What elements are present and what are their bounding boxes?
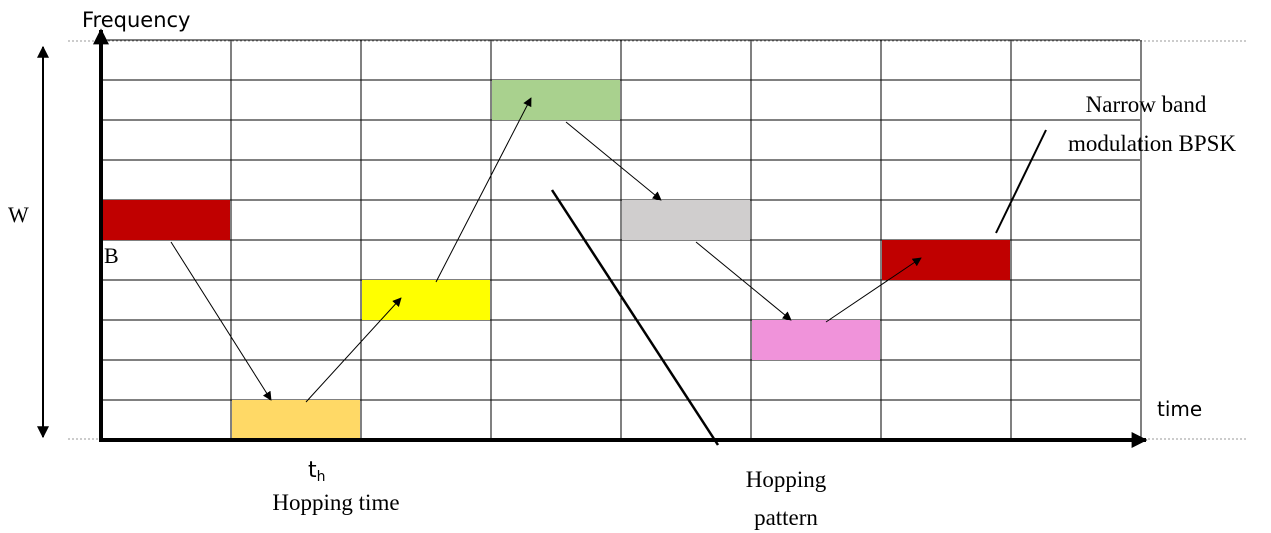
narrowband-label: modulation BPSK — [1068, 131, 1236, 156]
bandwidth-label: W — [8, 202, 29, 227]
hop-block — [752, 320, 880, 360]
hop-arrow — [170, 241, 272, 401]
hop-blocks — [102, 80, 1010, 440]
hop-time-subscript: h — [317, 469, 326, 485]
hopping-pattern-label: pattern — [754, 505, 818, 530]
x-axis-label: time — [1157, 397, 1202, 421]
hop-block — [622, 200, 750, 240]
hop-time-label: th — [308, 458, 326, 485]
hop-block — [492, 80, 620, 120]
hopping-pattern-pointer — [550, 189, 720, 446]
slot-label: B — [104, 243, 119, 268]
y-axis-label: Frequency — [82, 8, 191, 32]
hop-arrows — [170, 97, 922, 403]
narrowband-pointer — [995, 129, 1047, 234]
hopping-pattern-label: Hopping — [746, 467, 827, 492]
hop-arrow — [695, 241, 792, 321]
hop-block — [362, 280, 490, 320]
hop-arrow — [565, 121, 662, 201]
hop-block — [232, 400, 360, 440]
hop-arrow — [435, 97, 532, 283]
hop-time-caption: Hopping time — [272, 490, 399, 515]
hop-block — [102, 200, 230, 240]
hop-arrow — [305, 297, 402, 403]
narrowband-label: Narrow band — [1086, 92, 1207, 117]
hop-time-symbol: t — [308, 458, 317, 483]
hop-arrow — [825, 257, 922, 323]
hop-block — [882, 240, 1010, 280]
